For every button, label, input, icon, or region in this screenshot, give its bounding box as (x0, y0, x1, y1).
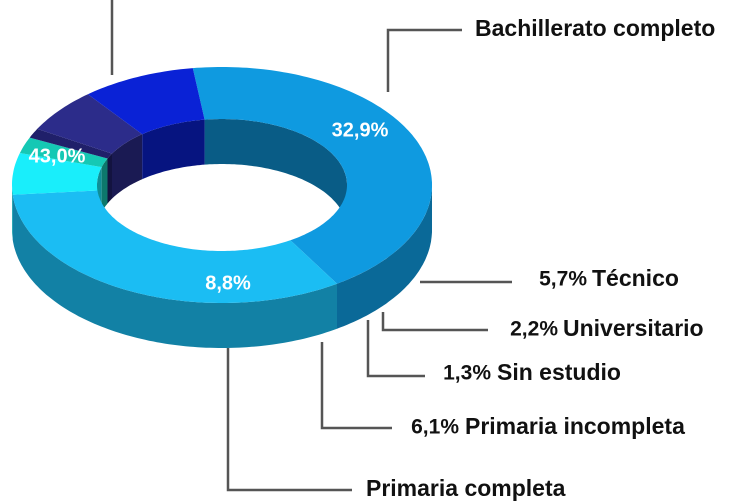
value-label: 32,9% (332, 119, 389, 141)
slice-side (101, 158, 108, 213)
slice-side (12, 194, 337, 348)
callouts (110, 0, 512, 492)
slice-side (142, 119, 205, 180)
callout-line (366, 320, 425, 378)
category-label: Bachillerato completo (475, 15, 715, 41)
slice-side (204, 119, 347, 230)
category-label: Universitario (563, 315, 704, 341)
slice (12, 190, 337, 303)
callout-line (386, 28, 462, 92)
slice-side (12, 185, 13, 240)
callout-line (381, 312, 488, 332)
slice-side (112, 134, 143, 199)
callout-line (320, 342, 392, 430)
slice-side (337, 185, 432, 329)
callout-line (226, 348, 352, 492)
slice (192, 67, 432, 284)
slice (29, 128, 113, 159)
category-label: Técnico (592, 265, 679, 291)
slice (87, 68, 205, 135)
category-label: Primaria completa (366, 475, 566, 501)
donut (12, 67, 432, 348)
value-label: 2,2% (510, 318, 558, 341)
value-label: 1,3% (443, 362, 491, 385)
category-label: Sin estudio (497, 359, 621, 385)
slice (12, 153, 102, 195)
value-label: 8,8% (205, 272, 251, 294)
slice-side (107, 153, 112, 204)
category-label: Primaria incompleta (465, 413, 685, 439)
value-label: 6,1% (411, 416, 459, 439)
slice (19, 137, 108, 168)
value-label: 5,7% (539, 268, 587, 291)
value-label: 43,0% (29, 145, 86, 167)
slice (37, 94, 143, 154)
